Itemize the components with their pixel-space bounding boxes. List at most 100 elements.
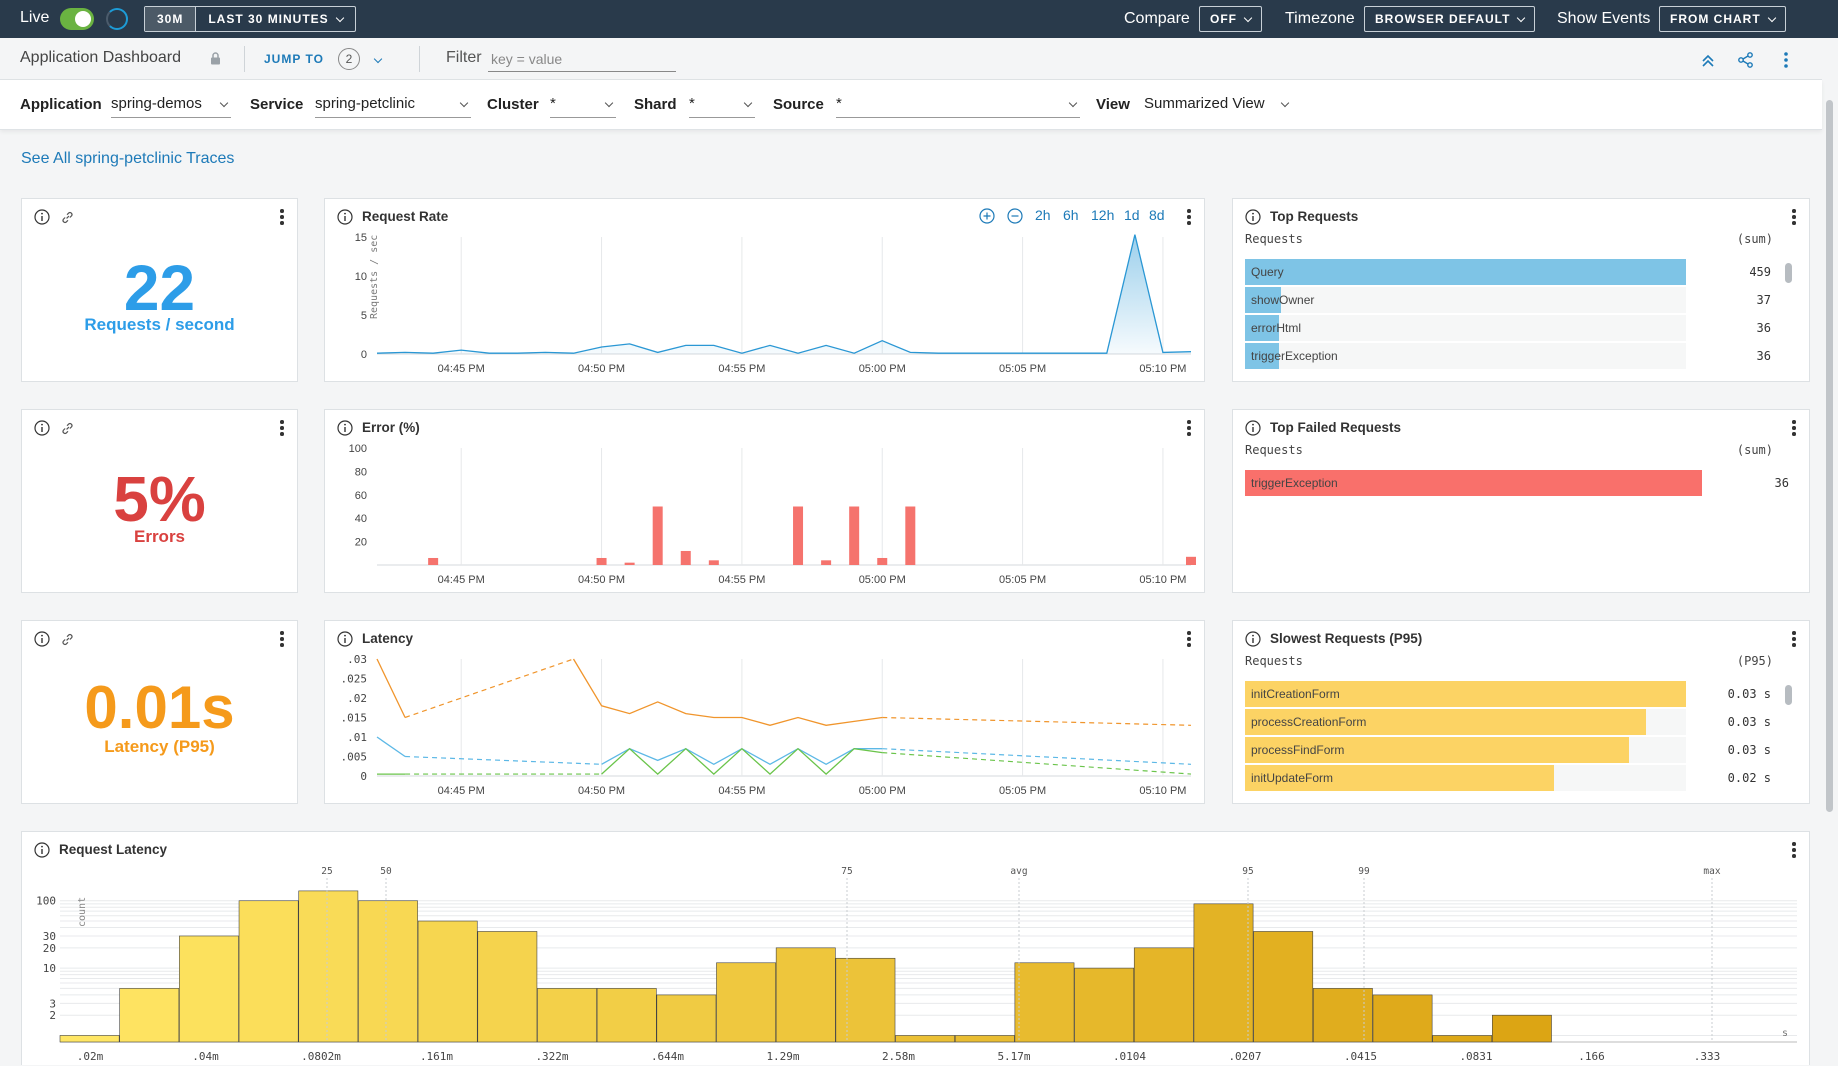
zoom-out-icon[interactable] [1007, 208, 1023, 224]
latency-series-line [601, 747, 883, 775]
share-icon[interactable] [1736, 50, 1756, 70]
list-scrollbar[interactable] [1785, 685, 1792, 705]
variable-select-service[interactable]: spring-petclinic [315, 92, 471, 118]
collapse-up-icon[interactable] [1698, 50, 1718, 70]
requests-stat-value: 22 [123, 252, 196, 324]
x-tick-label: .0104 [1113, 1050, 1146, 1063]
link-icon[interactable] [60, 210, 75, 225]
timezone-dropdown[interactable]: BROWSER DEFAULT [1364, 6, 1536, 32]
info-icon[interactable] [34, 842, 50, 858]
y-tick-label: 0 [361, 349, 367, 361]
list-item[interactable]: initUpdateForm 0.02 s [1245, 765, 1797, 791]
panel-menu-icon[interactable] [1186, 420, 1192, 438]
live-label: Live [20, 9, 50, 26]
percentile-marker-label: 95 [1242, 866, 1253, 877]
jump-to-button[interactable]: JUMP TO [264, 52, 324, 66]
info-icon[interactable] [34, 209, 50, 225]
info-icon[interactable] [1245, 420, 1261, 436]
bar-fill [1245, 681, 1686, 707]
bar-track [1245, 259, 1686, 285]
panel-menu-icon[interactable] [1791, 842, 1797, 860]
variable-select-source[interactable]: * [836, 92, 1080, 118]
show-events-label: Show Events [1557, 10, 1651, 27]
panel-menu-icon[interactable] [1791, 209, 1797, 227]
zoom-in-icon[interactable] [979, 208, 995, 224]
y-tick-label: .02 [347, 692, 367, 705]
list-item[interactable]: initCreationForm 0.03 s [1245, 681, 1797, 707]
list-item[interactable]: triggerException 36 [1245, 470, 1797, 496]
list-header: Requests (sum) [1245, 232, 1773, 246]
chevron-down-icon [604, 98, 614, 108]
show-events-dropdown[interactable]: FROM CHART [1659, 6, 1786, 32]
variable-select-application[interactable]: spring-demos [111, 92, 231, 118]
info-icon[interactable] [34, 420, 50, 436]
panel-menu-icon[interactable] [1791, 420, 1797, 438]
panel-menu-icon[interactable] [1186, 209, 1192, 227]
more-options-icon[interactable] [1776, 50, 1796, 70]
time-range-selector[interactable]: 30M LAST 30 MINUTES [144, 6, 356, 32]
list-item[interactable]: showOwner 37 [1245, 287, 1797, 313]
x-tick-label: 04:55 PM [718, 574, 765, 586]
top-requests-list: Query 459 showOwner 37 errorHtml 36 triggerExc… [1233, 199, 1809, 371]
variable-select-shard[interactable]: * [689, 92, 755, 118]
errors-stat-panel: 5% Errors [21, 409, 298, 593]
x-tick-label: 04:50 PM [578, 363, 625, 375]
panel-menu-icon[interactable] [279, 209, 285, 227]
error-bar [793, 506, 804, 565]
link-icon[interactable] [60, 421, 75, 436]
x-tick-label: 05:00 PM [859, 785, 906, 797]
panel-menu-icon[interactable] [279, 631, 285, 649]
x-tick-label: 05:10 PM [1139, 574, 1186, 586]
request-name: showOwner [1251, 293, 1315, 307]
zoom-8d-button[interactable]: 8d [1149, 207, 1165, 223]
zoom-2h-button[interactable]: 2h [1035, 207, 1051, 223]
filter-input[interactable] [488, 46, 676, 72]
list-item[interactable]: processCreationForm 0.03 s [1245, 709, 1797, 735]
panel-menu-icon[interactable] [1791, 631, 1797, 649]
y-tick-label: 80 [355, 466, 367, 478]
list-item[interactable]: triggerException 36 [1245, 343, 1797, 369]
histogram-bar [596, 988, 657, 1043]
variable-select-view[interactable]: Summarized View [1144, 92, 1292, 118]
info-icon[interactable] [1245, 631, 1261, 647]
list-item[interactable]: Query 459 [1245, 259, 1797, 285]
page-scrollbar[interactable] [1826, 100, 1833, 812]
chevron-down-icon[interactable] [373, 51, 383, 69]
info-icon[interactable] [337, 209, 353, 225]
info-icon[interactable] [34, 631, 50, 647]
panel-menu-icon[interactable] [1186, 631, 1192, 649]
request-name: initCreationForm [1251, 687, 1340, 701]
info-icon[interactable] [337, 631, 353, 647]
request-name: triggerException [1251, 476, 1338, 490]
compare-dropdown[interactable]: OFF [1199, 6, 1262, 32]
info-icon[interactable] [337, 420, 353, 436]
range-active[interactable]: 30M [145, 7, 197, 31]
zoom-1d-button[interactable]: 1d [1124, 207, 1140, 223]
list-item[interactable]: errorHtml 36 [1245, 315, 1797, 341]
x-tick-label: .166 [1578, 1050, 1605, 1063]
latency-stat-value: 0.01s [84, 674, 235, 741]
zoom-6h-button[interactable]: 6h [1063, 207, 1079, 223]
zoom-12h-button[interactable]: 12h [1091, 207, 1115, 223]
histogram-bar [1492, 1014, 1552, 1043]
see-all-traces-link[interactable]: See All spring-petclinic Traces [21, 150, 235, 167]
list-item[interactable]: processFindForm 0.03 s [1245, 737, 1797, 763]
errors-stat-value: 5% [113, 463, 206, 535]
variable-select-cluster[interactable]: * [550, 92, 616, 118]
panel-title: Request Rate [362, 209, 449, 224]
error-bar [428, 557, 439, 565]
live-toggle[interactable] [60, 8, 94, 30]
filter-label: Filter [446, 49, 482, 66]
timezone-value: BROWSER DEFAULT [1375, 12, 1511, 26]
x-tick-label: 04:45 PM [438, 363, 485, 375]
lock-icon [211, 52, 220, 65]
toggle-knob [75, 11, 91, 27]
list-scrollbar[interactable] [1785, 263, 1792, 283]
x-tick-label: .644m [651, 1050, 684, 1063]
link-icon[interactable] [60, 632, 75, 647]
range-label[interactable]: LAST 30 MINUTES [196, 7, 354, 31]
panel-menu-icon[interactable] [279, 420, 285, 438]
bar-fill [1245, 259, 1686, 285]
info-icon[interactable] [1245, 209, 1261, 225]
